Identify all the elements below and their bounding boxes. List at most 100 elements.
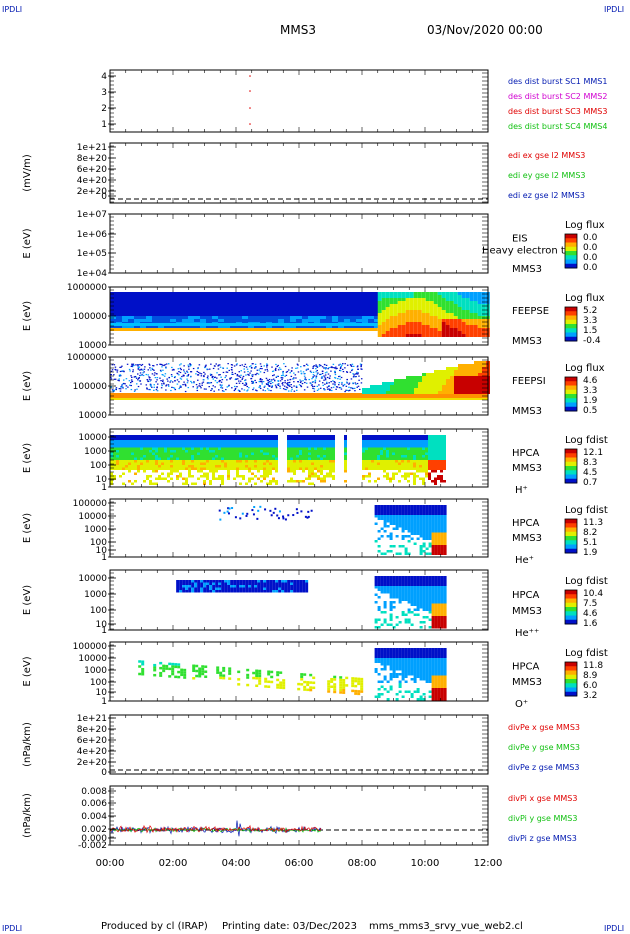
spectrogram-cell: [302, 298, 308, 301]
spectrogram-cell: [158, 301, 164, 304]
spectrogram-cell: [274, 368, 277, 371]
spectrogram-cell: [445, 313, 450, 316]
spectrogram-cell: [398, 457, 401, 460]
spectrogram-cell: [182, 590, 186, 593]
spectrogram-cell: [122, 467, 125, 470]
spectrogram-cell: [287, 369, 290, 371]
spectrogram-cell: [457, 307, 462, 310]
spectrogram-cell: [380, 586, 384, 589]
spectrogram-cell: [125, 452, 128, 455]
spectrogram-cell: [134, 319, 140, 322]
spectrogram-cell: [254, 447, 257, 450]
colorbar-cell: [565, 255, 577, 257]
spectrogram-cell: [191, 580, 195, 583]
spectrogram-cell: [374, 445, 377, 448]
spectrogram-cell: [401, 442, 404, 445]
spectrogram-cell: [314, 325, 320, 328]
spectrogram-cell: [431, 542, 435, 545]
colorbar-tick-label: 4.5: [583, 468, 597, 478]
colorbar-cell: [565, 527, 577, 529]
spectrogram-cell: [433, 319, 438, 322]
spectrogram-cell: [229, 378, 231, 380]
spectrogram-cell: [161, 442, 164, 445]
spectrogram-cell: [434, 437, 437, 440]
spectrogram-cell: [229, 377, 231, 379]
spectrogram-cell: [395, 465, 398, 468]
spectrogram-cell: [245, 460, 248, 463]
spectrogram-cell: [174, 380, 176, 382]
spectrogram-cell: [239, 460, 242, 463]
spectrogram-cell: [110, 326, 378, 331]
spectrogram-cell: [404, 452, 407, 455]
spectrogram-cell: [238, 382, 241, 384]
spectrogram-cell: [466, 370, 470, 373]
spectrogram-cell: [206, 435, 209, 438]
spectrogram-cell: [334, 367, 336, 369]
spectrogram-cell: [308, 452, 311, 455]
spectrogram-cell: [469, 322, 474, 325]
spectrogram-cell: [380, 505, 384, 508]
spectrogram-cell: [404, 583, 408, 586]
spectrogram-cell: [209, 447, 212, 450]
spectrogram-cell: [410, 472, 413, 475]
spectrogram-cell: [308, 378, 310, 381]
spectrogram-cell: [414, 388, 418, 391]
spectrogram-cell: [146, 295, 152, 298]
spectrogram-cell: [450, 388, 454, 391]
spectrogram-cell: [257, 450, 260, 453]
spectrogram-cell: [161, 364, 164, 366]
spectrogram-cell: [470, 385, 474, 388]
spectrogram-cell: [317, 452, 320, 455]
spectrogram-cell: [198, 364, 201, 366]
spectrogram-cell: [410, 450, 413, 453]
spectrogram-cell: [209, 580, 213, 583]
spectrogram-cell: [461, 319, 466, 322]
spectrogram-cell: [466, 388, 470, 391]
spectrogram-cell: [323, 442, 326, 445]
spectrogram-cell: [425, 608, 429, 611]
spectrogram-cell: [398, 621, 402, 624]
spectrogram-cell: [410, 507, 414, 510]
spectrogram-cell: [398, 379, 402, 382]
spectrogram-cell: [334, 377, 337, 379]
spectrogram-cell: [419, 596, 423, 599]
spectrogram-cell: [261, 383, 263, 385]
spectrogram-cell: [413, 447, 416, 450]
spectrogram-cell: [242, 460, 245, 463]
spectrogram-cell: [477, 322, 482, 325]
spectrogram-cell: [405, 313, 410, 316]
spectrogram-cell: [251, 465, 254, 468]
spectrogram-cell: [158, 319, 164, 322]
spectrogram-cell: [153, 374, 156, 376]
spectrogram-cell: [386, 388, 390, 391]
spectrogram-cell: [428, 465, 431, 468]
spectrogram-cell: [434, 462, 437, 465]
spectrogram-cell: [457, 334, 462, 337]
spectrogram-cell: [134, 307, 140, 310]
panel-frame: [109, 142, 489, 204]
spectrogram-cell: [462, 379, 466, 382]
spectrogram-cell: [188, 460, 191, 463]
spectrogram-cell: [217, 364, 220, 366]
spectrogram-cell: [434, 447, 437, 450]
spectrogram-cell: [296, 445, 299, 448]
spectrogram-cell: [425, 465, 428, 468]
spectrogram-cell: [339, 366, 342, 368]
y-tick-label: 2e+20: [77, 187, 108, 197]
spectrogram-cell: [409, 301, 414, 304]
spectrogram-cell: [155, 450, 158, 453]
spectrogram-cell: [246, 368, 249, 370]
spectrogram-cell: [110, 398, 488, 400]
spectrogram-cell: [186, 375, 188, 377]
spectrogram-cell: [377, 606, 381, 609]
spectrogram-cell: [215, 445, 218, 448]
spectrogram-cell: [293, 390, 296, 392]
spectrogram-cell: [478, 370, 482, 373]
spectrogram-cell: [350, 316, 356, 319]
y-tick-label: 100: [90, 606, 107, 616]
spectrogram-cell: [329, 452, 332, 455]
spectrogram-cell: [377, 545, 381, 548]
spectrogram-cell: [242, 440, 245, 443]
spectrogram-cell: [164, 304, 170, 307]
spectrogram-cell: [453, 307, 458, 310]
